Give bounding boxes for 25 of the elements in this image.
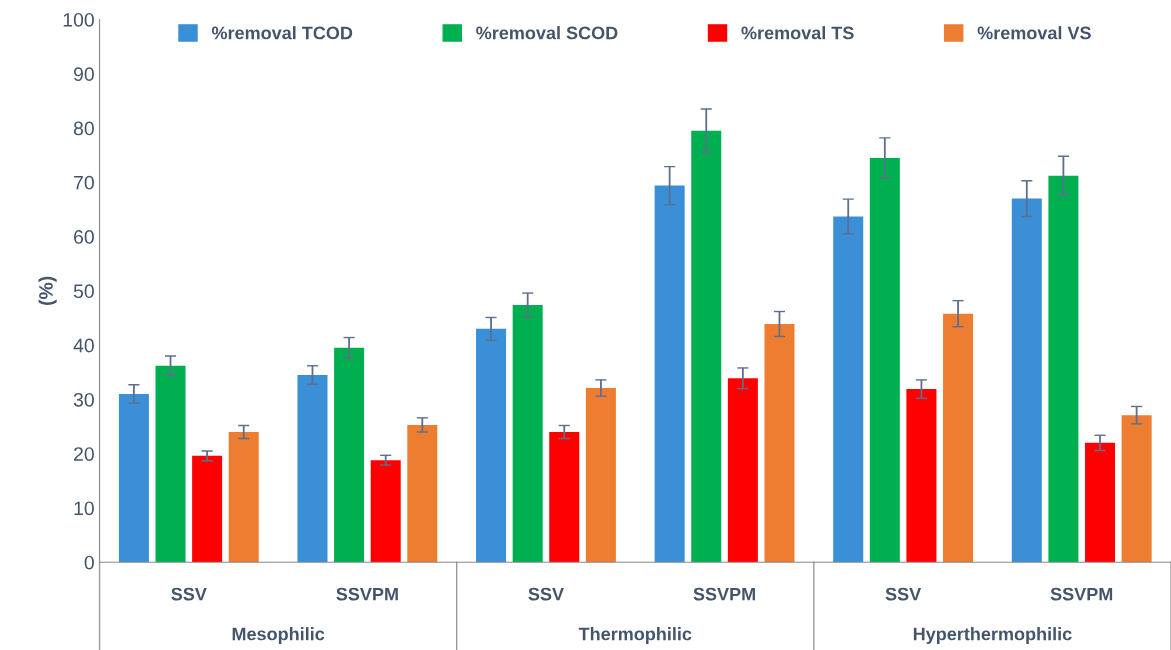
y-tick-label: 50	[73, 284, 94, 299]
x-tick-label: SSVPM	[1050, 587, 1113, 601]
x-tick-label: SSVPM	[336, 587, 398, 601]
y-tick-label: 80	[73, 121, 94, 136]
text: Hyperthermophilic	[913, 627, 1072, 644]
x-tick-label: SSV	[171, 587, 207, 601]
text: Thermophilic	[578, 627, 692, 644]
y-tick-label: 30	[73, 392, 94, 407]
y-tick-label: 60	[74, 230, 94, 244]
x-tick-label: SSV	[528, 587, 564, 601]
legend-label: %removal TS	[741, 26, 854, 40]
y-tick-label: 0	[84, 555, 94, 570]
legend-label: %removal SCOD	[476, 26, 618, 40]
y-tick-label: 90	[73, 67, 94, 82]
y-axis-title: (%)	[38, 276, 57, 306]
y-tick-label: 40	[73, 338, 94, 353]
x-tick-label: SSV	[885, 587, 922, 601]
y-tick-label: 20	[74, 447, 94, 461]
y-tick-label: 100	[63, 12, 94, 27]
y-tick-label: 10	[74, 501, 94, 516]
legend-label: %removal TCOD	[211, 26, 353, 40]
x-tick-label: SSVPM	[693, 587, 755, 601]
y-tick-label: 70	[74, 175, 94, 190]
text: Mesophilic	[232, 627, 325, 644]
legend-label: %removal VS	[977, 26, 1091, 40]
